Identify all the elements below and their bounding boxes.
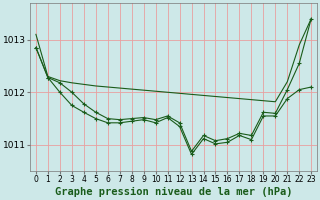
- X-axis label: Graphe pression niveau de la mer (hPa): Graphe pression niveau de la mer (hPa): [55, 187, 292, 197]
